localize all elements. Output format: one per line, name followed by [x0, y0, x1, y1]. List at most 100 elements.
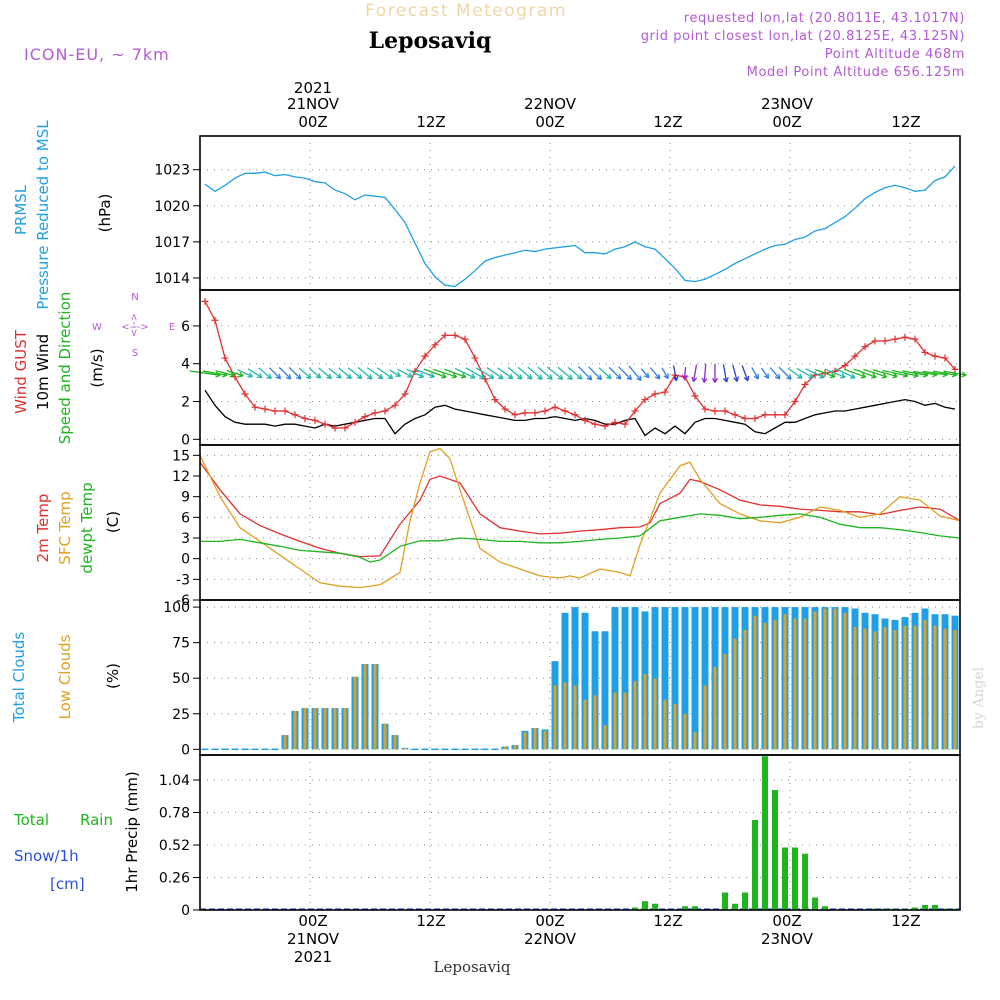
- total-cloud-bar: [561, 612, 569, 750]
- top-hour-label-3: 12Z: [653, 113, 682, 131]
- wind-vector-head: [526, 374, 533, 380]
- low-cloud-bar: [633, 681, 637, 750]
- wind-vector: [496, 367, 514, 380]
- compass-vertical-arrow: <-->: [128, 313, 139, 337]
- gust-marker: [721, 407, 729, 415]
- gust-marker: [711, 407, 719, 415]
- gust-marker: [931, 352, 939, 360]
- gust-marker: [531, 409, 539, 417]
- wind-vector: [237, 369, 253, 378]
- gust-marker: [201, 297, 209, 305]
- temp-frame: [199, 444, 961, 601]
- precip-label-total: Total: [13, 811, 49, 829]
- low-cloud-bar: [833, 608, 837, 750]
- wind-vector: [423, 368, 447, 378]
- wind-vector: [397, 368, 413, 378]
- wind-vector: [943, 370, 967, 376]
- wind-vector: [465, 367, 485, 380]
- temp-line-0: [199, 461, 961, 558]
- low-cloud-bar: [903, 625, 907, 750]
- bottom-hour-label-4: 00Z: [772, 912, 801, 930]
- bottom-time-axis: 00Z 21NOV 2021 12Z 00Z 22NOV 12Z 00Z 23N…: [287, 912, 921, 976]
- wind-vector-head: [238, 371, 244, 378]
- gust-marker: [861, 343, 869, 351]
- gust-marker: [491, 396, 499, 404]
- wind-vector: [814, 368, 836, 378]
- low-cloud-bar: [843, 612, 847, 750]
- pressure-labels: PRMSL Pressure Reduced to MSL (hPa): [12, 120, 114, 310]
- gust-marker: [461, 335, 469, 343]
- precip-label-rain: Rain: [80, 811, 113, 829]
- gust-marker: [841, 362, 849, 370]
- temp-label-sfc: SFC Temp: [56, 491, 74, 564]
- rain-bar: [732, 903, 738, 910]
- compass-south: S: [132, 348, 138, 359]
- gust-marker: [601, 422, 609, 430]
- bottom-date-label-2: 22NOV: [524, 930, 577, 948]
- wind-vector-head: [407, 372, 413, 378]
- rain-bar: [912, 907, 918, 910]
- wind-vector-head: [672, 375, 679, 382]
- low-cloud-bar: [753, 615, 757, 750]
- pressure-ytick-label-2: 1020: [154, 199, 190, 215]
- wind-vector: [769, 367, 781, 380]
- total-cloud-bar: [591, 631, 599, 750]
- rain-bar: [742, 892, 748, 910]
- bottom-date-label-0: 21NOV: [287, 930, 340, 948]
- gust-marker: [701, 405, 709, 413]
- wind-vector: [902, 370, 928, 377]
- bottom-hour-label-2: 00Z: [535, 912, 564, 930]
- wind-vector-head: [497, 374, 504, 380]
- wind-vector-head: [840, 373, 846, 379]
- wind-vector: [517, 366, 533, 380]
- low-cloud-bar: [563, 682, 567, 750]
- wind-vector: [649, 367, 661, 380]
- rain-bar: [642, 901, 648, 910]
- wind-vector-head: [418, 372, 425, 379]
- wind-vector: [269, 367, 281, 380]
- rain-bar: [692, 906, 698, 910]
- wind-vector: [454, 367, 476, 379]
- rain-bar: [752, 820, 758, 910]
- wind-label-gust: Wind GUST: [12, 329, 30, 414]
- gust-marker: [571, 411, 579, 419]
- low-cloud-bar: [733, 638, 737, 750]
- wind-vector-head: [336, 373, 342, 379]
- gust-marker: [211, 316, 219, 324]
- wind-vector: [922, 370, 948, 376]
- low-cloud-bar: [713, 666, 717, 750]
- temp-line-2: [200, 513, 961, 563]
- precip-ylabel: 1hr Precip (mm): [123, 771, 141, 892]
- gust-marker: [241, 390, 249, 398]
- temp-ytick-label-1: -3: [176, 572, 190, 588]
- rain-bar: [822, 906, 828, 910]
- top-year-label: 2021: [294, 79, 332, 97]
- rain-bar: [792, 847, 798, 910]
- wind-vector: [618, 366, 632, 380]
- gust-marker: [911, 335, 919, 343]
- cloud-labels: Total Clouds Low Clouds (%): [10, 632, 122, 724]
- wind-vector-head: [808, 373, 814, 379]
- precip-ytick-label-3: 0.78: [159, 806, 190, 822]
- gust-marker: [471, 354, 479, 362]
- wind-vector: [338, 367, 352, 379]
- wind-label-10m: 10m Wind: [34, 334, 52, 410]
- compass-east: E: [169, 322, 175, 333]
- rain-bar: [812, 897, 818, 910]
- wind-vector: [415, 368, 435, 378]
- wind-vector: [722, 364, 728, 383]
- rain-bar: [722, 892, 728, 910]
- requested-coords: requested lon,lat (20.8011E, 43.1017N): [684, 11, 965, 26]
- wind-vector-head: [774, 373, 781, 380]
- wind-vector: [475, 367, 495, 379]
- compass-north: N: [131, 292, 138, 303]
- low-cloud-bar: [773, 619, 777, 750]
- wind-ytick-label-1: 2: [181, 395, 190, 411]
- wind-vector-head: [606, 373, 612, 380]
- pressure-label-unit: (hPa): [96, 194, 114, 233]
- wind-vector: [258, 367, 272, 379]
- temp-label-unit: (C): [104, 511, 122, 533]
- rain-bar: [762, 756, 768, 910]
- gust-marker: [451, 331, 459, 339]
- wind-vector: [891, 369, 919, 377]
